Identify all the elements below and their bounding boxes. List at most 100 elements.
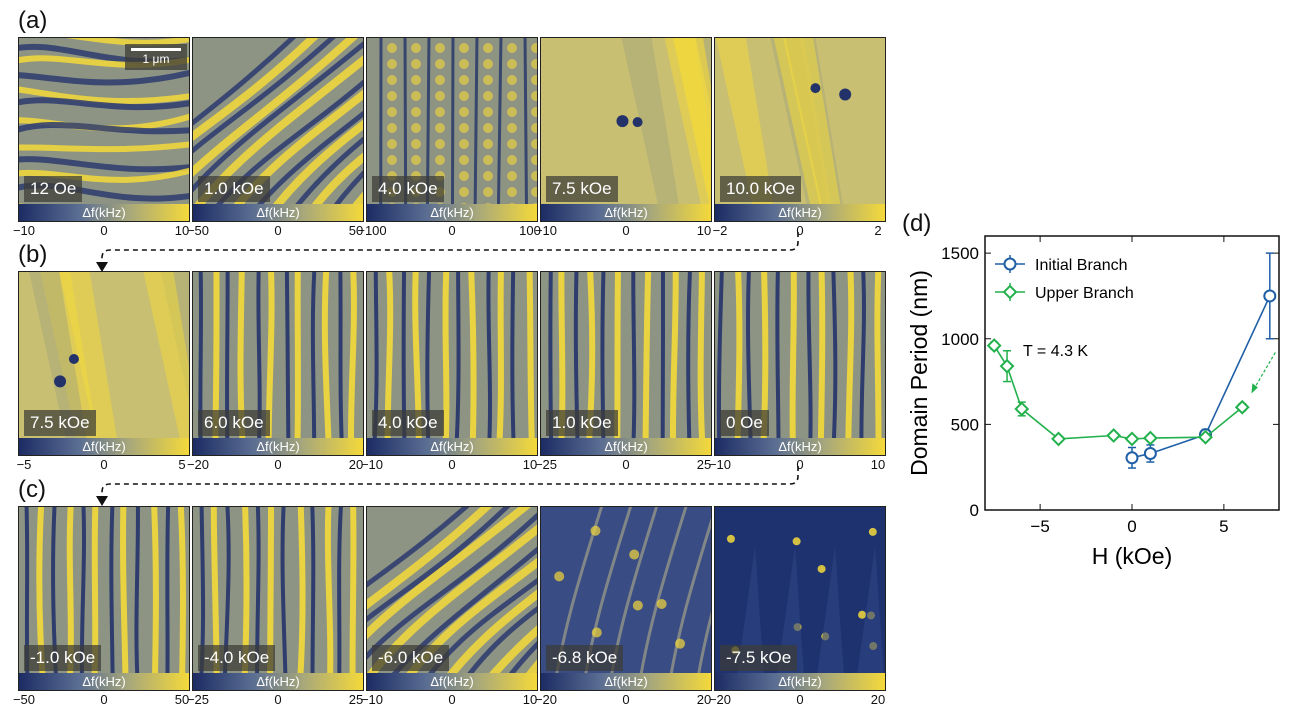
data-point-diamond [1106,428,1122,443]
connector-arrow-bc [96,466,799,506]
y-tick-label: 500 [951,415,979,434]
scale-bar-label: 1 μm [142,52,170,66]
data-point-diamond [1198,429,1213,445]
colorbar: Δf(kHz) [715,204,885,221]
mfm-image-b-5: 0 Oe Δf(kHz) [714,271,886,456]
colorbar-tick: 0 [100,223,108,238]
field-label: -7.5 kOe [720,645,798,671]
mfm-image-a-3: 4.0 kOe Δf(kHz) [366,37,538,222]
colorbar-tick: 0 [796,223,804,238]
series-line [1131,295,1271,459]
colorbar: Δf(kHz) [541,673,711,690]
colorbar-tick: −20 [534,692,558,707]
colorbar-tick: 0 [274,223,282,238]
field-label: 0 Oe [720,410,769,436]
field-label: 7.5 kOe [24,410,96,436]
mfm-image-c-5: -7.5 kOe Δf(kHz) [714,506,886,691]
colorbar-tick: −25 [534,457,558,472]
colorbar-tick: 50 [174,692,190,707]
colorbar-label: Δf(kHz) [604,439,648,454]
data-point-diamond [1014,401,1030,417]
x-tick-label: 0 [1127,517,1136,536]
y-axis-label: Domain Period (nm) [906,270,932,476]
mfm-image-b-1: 7.5 kOe Δf(kHz) [18,271,190,456]
data-point-circle [1125,451,1139,465]
panel-a-label: (a) [18,7,48,34]
legend-marker-circle [1003,257,1017,271]
x-tick-label: −5 [1030,517,1049,536]
mfm-image-a-2: 1.0 kOe Δf(kHz) [192,37,364,222]
connector-arrow-ab [96,232,799,272]
colorbar-label: Δf(kHz) [778,439,822,454]
panel-b-label: (b) [18,241,48,268]
data-point-diamond [999,358,1015,374]
field-label: 10.0 kOe [720,176,801,202]
data-point-diamond [1051,431,1066,447]
field-label: -4.0 kOe [198,645,276,671]
temperature-annotation: T = 4.3 K [1023,343,1088,360]
domain-period-chart: −5 0 5 0 500 1000 1500 H (kOe) Domain Period (nm… [906,235,1280,569]
colorbar: Δf(kHz) [541,204,711,221]
mfm-image-c-1: -1.0 kOe Δf(kHz) [18,506,190,691]
colorbar-tick: 0 [622,457,630,472]
colorbar: Δf(kHz) [193,673,363,690]
data-point-diamond [1124,431,1140,447]
field-label: 4.0 kOe [372,410,444,436]
colorbar-tick: 10 [522,692,538,707]
colorbar-tick: 0 [796,457,804,472]
colorbar-tick: −10 [12,223,36,238]
colorbar-label: Δf(kHz) [604,674,648,689]
mfm-image-a-5: 10.0 kOe Δf(kHz) [714,37,886,222]
colorbar-tick: 0 [274,692,282,707]
colorbar: Δf(kHz) [541,438,711,455]
colorbar-label: Δf(kHz) [430,674,474,689]
colorbar: Δf(kHz) [367,204,537,221]
data-point-diamond [1234,399,1250,415]
mfm-image-c-3: -6.0 kOe Δf(kHz) [366,506,538,691]
mfm-image-b-2: 6.0 kOe Δf(kHz) [192,271,364,456]
colorbar-tick: 0 [448,692,456,707]
mfm-image-a-1: 12 Oe Δf(kHz) 1 μm [18,37,190,222]
colorbar-tick: −10 [360,692,384,707]
legend-label: Upper Branch [1035,285,1134,302]
colorbar-tick: 10 [522,457,538,472]
colorbar-tick: 0 [274,457,282,472]
colorbar-tick: 0 [796,692,804,707]
colorbar-tick: −5 [16,457,32,472]
colorbar-tick: 0 [448,223,456,238]
field-label: 4.0 kOe [372,176,444,202]
colorbar-label: Δf(kHz) [430,205,474,220]
mfm-image-b-4: 1.0 kOe Δf(kHz) [540,271,712,456]
x-axis-label: H (kOe) [1092,543,1173,569]
colorbar-tick: −10 [360,457,384,472]
panel-d-label: (d) [902,210,932,237]
colorbar-tick: −10 [708,457,732,472]
field-label: 1.0 kOe [198,176,270,202]
colorbar-tick: −2 [712,223,728,238]
field-label: -6.8 kOe [546,645,624,671]
colorbar-tick: 10 [870,457,886,472]
data-point-circle [1263,289,1277,303]
colorbar-tick: 0 [448,457,456,472]
data-point-diamond [986,338,1002,354]
mfm-image-c-4: -6.8 kOe Δf(kHz) [540,506,712,691]
colorbar-label: Δf(kHz) [82,205,126,220]
colorbar-label: Δf(kHz) [778,674,822,689]
colorbar-tick: −10 [534,223,558,238]
mfm-image-a-4: 7.5 kOe Δf(kHz) [540,37,712,222]
colorbar: Δf(kHz) [19,438,189,455]
colorbar-tick: 0 [100,692,108,707]
trend-arrowhead [1251,383,1258,394]
colorbar-tick: −50 [186,223,210,238]
colorbar-tick: 25 [696,457,712,472]
colorbar-tick: −50 [12,692,36,707]
colorbar-tick: −20 [708,692,732,707]
colorbar-tick: 2 [874,223,882,238]
colorbar-tick: 5 [178,457,186,472]
colorbar: Δf(kHz) [367,673,537,690]
colorbar-tick: 0 [622,692,630,707]
data-point-circle [1143,446,1157,460]
data-point-diamond [1142,430,1158,446]
colorbar: Δf(kHz) [193,204,363,221]
legend-marker-diamond [1002,284,1018,300]
